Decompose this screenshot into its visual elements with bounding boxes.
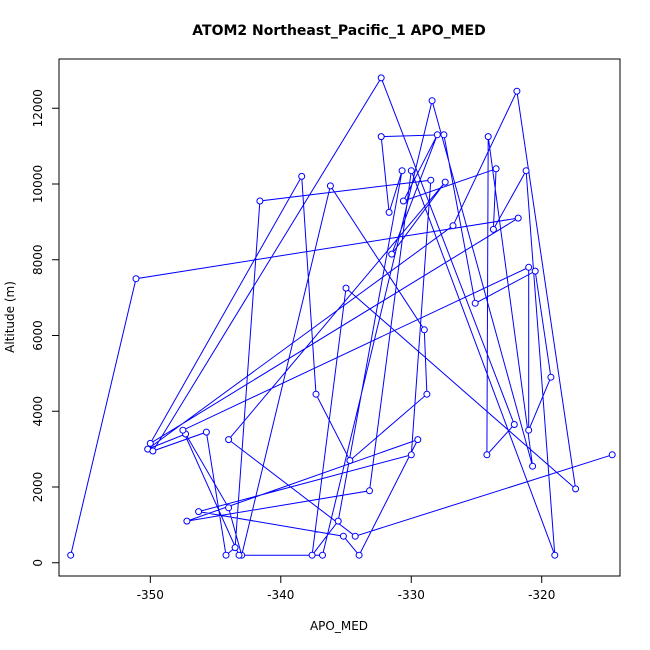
data-point	[195, 508, 203, 516]
data-point	[183, 517, 191, 525]
data-point	[414, 436, 422, 444]
data-point	[146, 439, 154, 447]
data-point	[420, 326, 428, 334]
plot-frame	[58, 58, 621, 577]
data-point	[385, 208, 393, 216]
y-tick-label: 12000	[31, 89, 45, 127]
chart-title: ATOM2 Northeast_Pacific_1 APO_MED	[192, 23, 485, 39]
y-axis-title: Altitude (m)	[3, 281, 17, 353]
x-tick-label: -340	[267, 588, 294, 602]
x-tick-label: -320	[528, 588, 555, 602]
data-point	[339, 532, 347, 540]
data-point	[407, 451, 415, 459]
data-point	[298, 172, 306, 180]
data-point	[547, 373, 555, 381]
series-layer	[67, 74, 616, 559]
x-tick-label: -350	[137, 588, 164, 602]
data-point	[334, 517, 342, 525]
data-point	[342, 284, 350, 292]
data-point	[492, 165, 500, 173]
x-tick-label: -330	[398, 588, 425, 602]
data-point	[529, 462, 537, 470]
data-point	[149, 447, 157, 455]
data-point	[428, 97, 436, 105]
data-point	[407, 167, 415, 175]
data-point	[67, 551, 75, 559]
data-point	[471, 299, 479, 307]
data-point	[513, 87, 521, 95]
data-point	[388, 250, 396, 258]
data-point	[377, 74, 385, 82]
data-point	[377, 133, 385, 141]
data-point	[440, 131, 448, 139]
data-point	[319, 551, 326, 559]
data-point	[231, 544, 239, 552]
data-point	[572, 485, 580, 493]
data-point	[351, 532, 359, 540]
y-axis: 0 2000 4000 6000 8000 10000 12000	[31, 89, 60, 567]
data-point	[525, 263, 533, 271]
y-tick-label: 6000	[31, 320, 45, 351]
data-point	[256, 197, 264, 205]
data-point	[366, 487, 373, 495]
y-tick-label: 8000	[31, 244, 45, 275]
x-axis-title: APO_MED	[310, 619, 368, 633]
y-tick-label: 10000	[31, 165, 45, 203]
data-point	[441, 178, 449, 186]
x-axis: -350 -340 -330 -320	[137, 575, 555, 602]
data-point	[326, 182, 334, 190]
y-tick-label: 2000	[31, 472, 45, 503]
y-tick-label: 4000	[31, 396, 45, 427]
data-point	[608, 451, 616, 459]
data-point	[423, 390, 431, 398]
data-point	[433, 131, 441, 139]
data-point	[531, 267, 539, 275]
data-point	[484, 133, 492, 141]
data-point	[132, 275, 140, 283]
data-point	[312, 390, 320, 398]
data-point	[483, 451, 491, 459]
data-point	[449, 222, 457, 230]
data-point	[308, 551, 316, 559]
data-point	[399, 197, 407, 205]
data-point	[427, 176, 435, 184]
data-point	[398, 167, 406, 175]
data-point	[510, 421, 518, 428]
data-point	[179, 426, 187, 434]
data-point	[235, 551, 243, 559]
data-point	[225, 436, 233, 444]
data-point	[514, 214, 522, 222]
data-point	[202, 428, 210, 436]
series-line	[70, 76, 613, 557]
data-point	[489, 225, 497, 233]
data-point	[525, 426, 533, 434]
data-point	[346, 457, 354, 464]
data-point	[355, 551, 363, 559]
y-tick-label: 0	[31, 559, 45, 567]
data-point	[222, 551, 230, 559]
data-point	[522, 167, 530, 175]
data-point	[225, 504, 233, 512]
data-point	[551, 551, 559, 559]
